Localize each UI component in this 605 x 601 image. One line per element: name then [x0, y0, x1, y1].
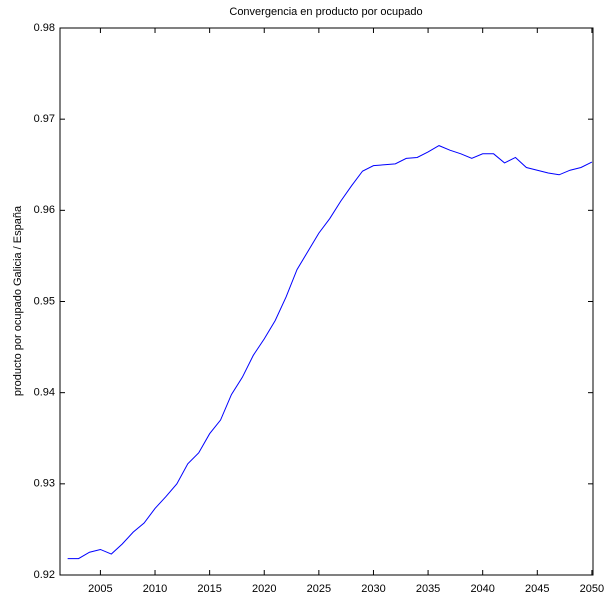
y-tick-label: 0.98 — [34, 22, 55, 34]
x-tick-label: 2005 — [88, 583, 112, 595]
x-tick-label: 2015 — [197, 583, 221, 595]
plot-frame — [59, 27, 594, 576]
y-axis-label: producto por ocupado Galicia / España — [12, 205, 24, 396]
x-tick-label: 2025 — [307, 583, 331, 595]
y-tick-label: 0.94 — [34, 387, 55, 399]
y-tick-label: 0.93 — [34, 478, 55, 490]
x-tick-label: 2020 — [252, 583, 276, 595]
x-tick-label: 2030 — [361, 583, 385, 595]
x-tick-label: 2050 — [580, 583, 604, 595]
x-tick-label: 2045 — [525, 583, 549, 595]
x-tick-label: 2010 — [143, 583, 167, 595]
y-tick-label: 0.95 — [34, 295, 55, 307]
y-tick-label: 0.96 — [34, 204, 55, 216]
x-tick-label: 2040 — [470, 583, 494, 595]
data-line — [67, 145, 593, 560]
y-tick-label: 0.92 — [34, 569, 55, 581]
chart-title: Convergencia en producto por ocupado — [229, 6, 422, 18]
x-tick-label: 2035 — [416, 583, 440, 595]
y-tick-label: 0.97 — [34, 113, 55, 125]
